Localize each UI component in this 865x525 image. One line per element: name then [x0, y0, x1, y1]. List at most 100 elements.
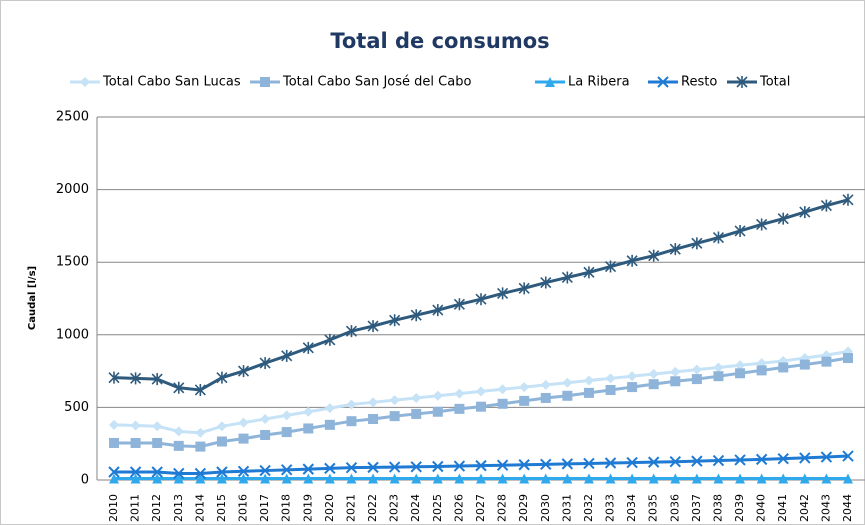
x-tick-label: 2016: [237, 494, 250, 522]
y-tick-label: 0: [81, 473, 89, 488]
x-tick-label: 2040: [755, 494, 768, 522]
marker: [670, 376, 681, 387]
x-tick-label: 2024: [409, 494, 422, 522]
marker: [476, 386, 486, 397]
marker: [238, 473, 249, 484]
marker: [345, 461, 358, 474]
marker: [540, 379, 551, 390]
marker: [432, 473, 443, 484]
marker: [713, 473, 724, 484]
marker: [194, 467, 207, 480]
legend-label: Resto: [681, 75, 717, 90]
marker: [346, 399, 357, 410]
marker: [109, 437, 119, 448]
marker: [173, 473, 184, 484]
marker: [648, 379, 659, 390]
marker: [346, 416, 357, 427]
marker: [260, 473, 271, 484]
marker: [216, 371, 228, 384]
marker: [843, 353, 853, 364]
marker: [518, 282, 530, 295]
x-tick-label: 2039: [733, 494, 746, 522]
marker: [799, 206, 811, 219]
marker: [454, 473, 465, 484]
marker: [345, 325, 358, 338]
marker: [195, 427, 206, 438]
marker: [691, 374, 702, 385]
marker: [152, 421, 163, 432]
marker: [453, 460, 466, 472]
marker: [604, 457, 617, 469]
marker: [173, 440, 184, 451]
marker: [389, 411, 400, 422]
marker: [195, 441, 206, 452]
chart-title: Total de consumos: [330, 29, 549, 53]
marker: [627, 382, 638, 393]
marker: [497, 287, 509, 300]
marker: [324, 473, 335, 484]
marker: [713, 362, 724, 373]
marker: [389, 395, 400, 406]
marker: [80, 77, 90, 87]
legend-label: La Ribera: [568, 75, 630, 90]
marker: [324, 333, 336, 346]
marker: [691, 473, 702, 484]
x-tick-label: 2029: [517, 494, 530, 522]
marker: [519, 473, 530, 484]
marker: [540, 458, 552, 471]
x-tick-label: 2038: [711, 494, 724, 522]
marker: [842, 450, 854, 462]
marker: [496, 459, 509, 471]
marker: [368, 473, 379, 484]
marker: [151, 373, 163, 386]
marker: [519, 395, 530, 406]
marker: [432, 406, 443, 417]
marker: [367, 320, 379, 333]
marker: [799, 359, 810, 370]
marker: [302, 463, 315, 475]
marker: [734, 224, 746, 237]
x-tick-label: 2025: [431, 494, 444, 522]
marker: [657, 76, 669, 88]
marker: [670, 366, 681, 377]
x-tick-label: 2037: [690, 494, 703, 522]
x-tick-label: 2036: [668, 494, 681, 522]
series: [109, 346, 853, 438]
marker: [497, 384, 508, 395]
marker: [691, 364, 702, 375]
marker: [216, 466, 228, 478]
marker: [303, 406, 314, 417]
x-tick-label: 2014: [193, 494, 206, 522]
x-tick-label: 2011: [129, 494, 142, 522]
marker: [799, 452, 811, 464]
marker: [237, 365, 250, 378]
marker: [583, 375, 594, 386]
x-tick-label: 2041: [776, 494, 789, 522]
marker: [755, 453, 768, 466]
marker: [605, 373, 616, 384]
y-tick-label: 2000: [56, 182, 89, 197]
x-tick-label: 2028: [496, 494, 509, 522]
marker: [129, 466, 142, 478]
marker: [432, 460, 444, 473]
marker: [432, 390, 443, 401]
marker: [562, 390, 573, 401]
x-tick-label: 2013: [172, 494, 185, 522]
marker: [130, 420, 141, 431]
marker: [411, 473, 422, 484]
marker: [648, 369, 659, 380]
marker: [562, 473, 573, 484]
marker: [670, 473, 681, 484]
marker: [281, 427, 292, 438]
marker: [777, 212, 789, 225]
marker: [605, 473, 616, 484]
marker: [669, 243, 681, 256]
marker: [108, 371, 120, 384]
x-tick-label: 2026: [452, 494, 465, 522]
marker: [237, 465, 250, 477]
y-axis-label: Caudal [l/s]: [27, 266, 38, 330]
marker: [691, 455, 703, 467]
marker: [259, 464, 271, 477]
marker: [497, 398, 508, 409]
marker: [518, 459, 530, 471]
